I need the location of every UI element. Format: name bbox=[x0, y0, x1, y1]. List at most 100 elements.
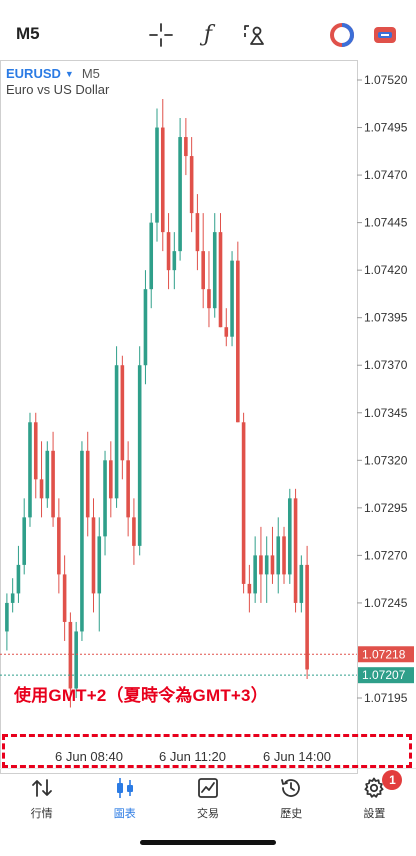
y-tick-label: 1.07370 bbox=[364, 358, 408, 372]
plot-frame bbox=[0, 60, 358, 774]
candle-body bbox=[264, 555, 269, 575]
y-tick-label: 1.07295 bbox=[364, 501, 408, 515]
objects-icon[interactable] bbox=[241, 22, 267, 48]
y-tick-label: 1.07495 bbox=[364, 121, 408, 135]
one-click-trading-icon[interactable] bbox=[329, 22, 355, 48]
candle-body bbox=[160, 127, 165, 233]
candle-body bbox=[293, 498, 298, 603]
candle-body bbox=[57, 517, 61, 575]
candle-body bbox=[178, 137, 182, 252]
y-tick-label: 1.07345 bbox=[364, 406, 408, 420]
y-tick-label: 1.07395 bbox=[364, 311, 408, 325]
candlestick-chart: 1.07520 1.07495 1.07470 1.07445 1.07420 1.073… bbox=[0, 60, 414, 774]
y-tick-label: 1.07445 bbox=[364, 216, 408, 230]
nav-trade[interactable]: 交易 bbox=[166, 769, 249, 830]
candle-body bbox=[137, 365, 142, 546]
candle-body bbox=[270, 555, 275, 575]
candle-body bbox=[189, 156, 194, 214]
y-tick-label: 1.07270 bbox=[364, 548, 408, 562]
y-tick-label: 1.07320 bbox=[364, 453, 408, 467]
candle-body bbox=[22, 517, 27, 565]
candle-body bbox=[85, 450, 90, 518]
y-tick-label: 1.07520 bbox=[364, 73, 408, 87]
y-tick-label: 1.07420 bbox=[364, 263, 408, 277]
top-toolbar: M5 ƒ bbox=[0, 0, 416, 60]
candle-body bbox=[201, 251, 205, 290]
settings-icon bbox=[360, 775, 388, 801]
nav-history[interactable]: 歷史 bbox=[250, 769, 333, 830]
candle-body bbox=[299, 564, 304, 603]
candle-body bbox=[155, 127, 159, 223]
candle-body bbox=[45, 450, 50, 499]
indicator-f-icon[interactable]: ƒ bbox=[203, 22, 213, 47]
chart-icon bbox=[111, 775, 139, 801]
candle-body bbox=[195, 213, 200, 252]
timeframe-button[interactable]: M5 bbox=[16, 24, 40, 43]
symbol-description: Euro vs US Dollar bbox=[6, 82, 110, 97]
trade-icon[interactable] bbox=[372, 22, 398, 48]
candle-body bbox=[5, 602, 9, 632]
candle-body bbox=[230, 260, 234, 337]
nav-label: 行情 bbox=[30, 808, 53, 820]
caret-down-icon: ▼ bbox=[64, 68, 74, 79]
candle-body bbox=[172, 251, 177, 271]
symbol-name: EURUSD bbox=[6, 66, 61, 81]
y-tick-label: 1.07245 bbox=[364, 596, 408, 610]
candle-body bbox=[62, 574, 67, 622]
nav-quotes[interactable]: 行情 bbox=[0, 769, 83, 830]
nav-label: 歷史 bbox=[280, 808, 303, 820]
nav-settings[interactable]: 1 設置 bbox=[333, 769, 416, 830]
candle-body bbox=[103, 460, 107, 537]
candle-body bbox=[207, 289, 211, 309]
home-indicator bbox=[140, 840, 276, 845]
candle-body bbox=[51, 450, 55, 518]
x-tick-label: 6 Jun 11:20 bbox=[159, 749, 226, 764]
candle-body bbox=[247, 583, 252, 594]
ask-price-label-bg bbox=[358, 667, 414, 684]
candle-body bbox=[259, 555, 263, 575]
time-axis-highlight bbox=[2, 734, 412, 768]
candle-body bbox=[10, 593, 15, 603]
candle-body bbox=[253, 555, 257, 594]
y-tick-label: 1.07470 bbox=[364, 168, 408, 182]
candle-body bbox=[39, 479, 44, 499]
candle-body bbox=[276, 536, 281, 575]
candle-body bbox=[149, 222, 154, 290]
nav-label: 設置 bbox=[363, 808, 386, 820]
candle-body bbox=[305, 564, 309, 670]
candle-body bbox=[120, 365, 125, 461]
candle-body bbox=[241, 422, 246, 584]
nav-label: 圖表 bbox=[113, 808, 136, 820]
notification-badge: 1 bbox=[382, 770, 403, 790]
candle-body bbox=[68, 621, 73, 689]
y-tick-label: 1.07195 bbox=[364, 691, 408, 705]
candle-body bbox=[282, 536, 286, 575]
nav-label: 交易 bbox=[197, 808, 219, 820]
candle-body bbox=[166, 232, 171, 271]
history-icon bbox=[277, 775, 305, 801]
candle-body bbox=[114, 365, 119, 499]
ask-price-label: 1.07207 bbox=[362, 668, 406, 682]
x-tick-label: 6 Jun 08:40 bbox=[55, 749, 123, 764]
candle-body bbox=[97, 536, 102, 594]
candle-body bbox=[109, 460, 113, 499]
chart-area[interactable]: 1.07520 1.07495 1.07470 1.07445 1.07420 1.073… bbox=[0, 60, 416, 774]
timezone-annotation: 使用GMT+2（夏時令為GMT+3） bbox=[14, 686, 268, 705]
bid-price-label: 1.07218 bbox=[362, 647, 406, 661]
bottom-navigation: 行情 圖表 交易 歷史 1 設置 bbox=[0, 768, 416, 830]
candle-body bbox=[74, 631, 78, 689]
candle-body bbox=[287, 498, 292, 575]
symbol-selector[interactable]: EURUSD ▼ M5 bbox=[6, 66, 100, 81]
candle-body bbox=[33, 422, 38, 480]
nav-chart[interactable]: 圖表 bbox=[83, 769, 166, 830]
candle-body bbox=[143, 289, 148, 366]
candle-body bbox=[132, 517, 136, 546]
candle-body bbox=[218, 232, 223, 328]
crosshair-icon[interactable] bbox=[148, 22, 174, 48]
trade-chart-icon bbox=[194, 775, 222, 801]
candle-body bbox=[212, 232, 217, 309]
candle-body bbox=[16, 564, 21, 594]
chart-timeframe: M5 bbox=[81, 66, 100, 81]
x-tick-label: 6 Jun 14:00 bbox=[263, 749, 331, 764]
candle-body bbox=[126, 460, 130, 518]
